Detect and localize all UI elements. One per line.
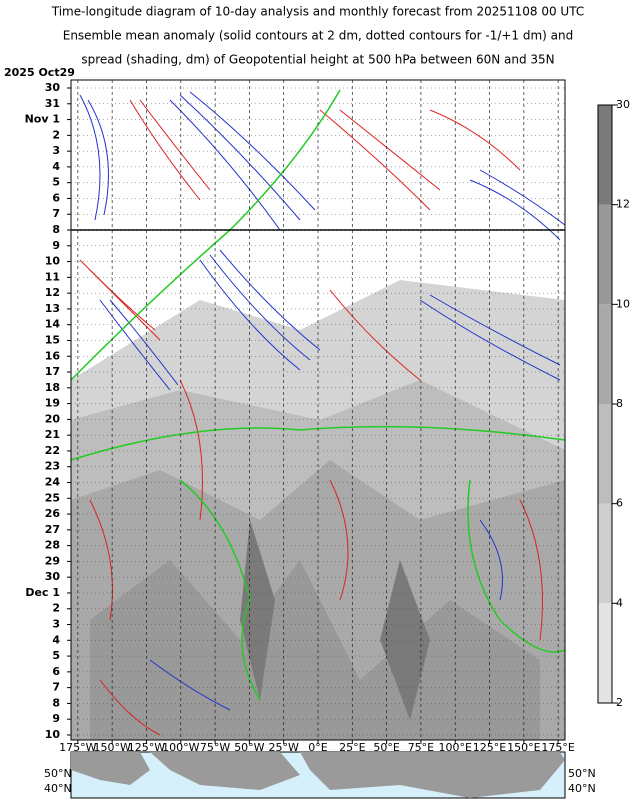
- x-tick-label: 175°E: [541, 741, 574, 754]
- y-tick-label: 14: [45, 318, 61, 331]
- colorbar-label: 4: [616, 596, 623, 609]
- y-tick-label: 2: [52, 128, 60, 141]
- y-tick-label: 9: [52, 239, 60, 252]
- y-tick-label: 8: [52, 223, 60, 236]
- y-tick-label: 6: [52, 665, 60, 678]
- y-tick-label: 6: [52, 191, 60, 204]
- y-tick-label: 18: [45, 381, 60, 394]
- title-line: spread (shading, dm) of Geopotential hei…: [81, 53, 554, 67]
- y-tick-label: 10: [45, 255, 61, 268]
- map: [70, 751, 566, 799]
- y-tick-label: 5: [52, 649, 60, 662]
- y-tick-label: 27: [45, 523, 60, 536]
- colorbar-label: 8: [616, 397, 623, 410]
- y-tick-label: 16: [45, 349, 61, 362]
- y-tick-label: 23: [45, 460, 60, 473]
- x-tick-label: 75°W: [200, 741, 230, 754]
- y-tick-label: 7: [52, 681, 60, 694]
- map-lat-label: 40°N: [44, 782, 72, 795]
- x-tick-label: 50°E: [373, 741, 399, 754]
- colorbar-band: [598, 105, 612, 205]
- x-tick-label: 100°W: [162, 741, 199, 754]
- colorbar-band: [598, 404, 612, 504]
- y-tick-label: 15: [45, 333, 60, 346]
- y-tick-label: 12: [45, 286, 60, 299]
- y-tick-label: 25: [45, 491, 60, 504]
- y-tick-label: 3: [52, 618, 60, 631]
- colorbar-band: [598, 503, 612, 604]
- colorbar-label: 2: [616, 696, 623, 709]
- title-line: Ensemble mean anomaly (solid contours at…: [63, 29, 574, 43]
- x-tick-label: 175°W: [59, 741, 96, 754]
- y-tick-label: 28: [45, 539, 60, 552]
- y-tick-label: 7: [52, 207, 60, 220]
- y-tick-label: 17: [45, 365, 60, 378]
- x-tick-label: 100°E: [438, 741, 471, 754]
- y-tick-label: 21: [45, 428, 60, 441]
- colorbar-label: 10: [616, 297, 630, 310]
- y-tick-label: 31: [45, 97, 60, 110]
- map-lat-label: 40°N: [568, 782, 596, 795]
- y-tick-label: 5: [52, 176, 60, 189]
- y-tick-label: Dec 1: [25, 586, 60, 599]
- x-tick-label: 75°E: [408, 741, 434, 754]
- y-tick-label: 4: [52, 633, 60, 646]
- x-tick-label: 50°W: [234, 741, 264, 754]
- y-tick-label: 10: [45, 728, 61, 741]
- title-line: Time-longitude diagram of 10-day analysi…: [51, 5, 584, 19]
- start-date-label: 2025 Oct29: [4, 66, 75, 79]
- colorbar-band: [598, 304, 612, 404]
- colorbar-label: 12: [616, 198, 630, 211]
- contours: [70, 89, 566, 736]
- x-tick-label: 25°E: [339, 741, 365, 754]
- x-tick-label: 150°W: [93, 741, 130, 754]
- y-tick-label: 22: [45, 444, 60, 457]
- y-tick-label: 29: [45, 554, 60, 567]
- x-tick-label: 25°W: [269, 741, 299, 754]
- y-tick-label: 8: [52, 696, 60, 709]
- y-tick-label: 30: [45, 570, 61, 583]
- y-tick-label: 2: [52, 602, 60, 615]
- y-tick-label: 30: [45, 81, 61, 94]
- x-tick-label: 0°E: [308, 741, 327, 754]
- colorbar-label: 6: [616, 497, 623, 510]
- y-tick-label: 20: [45, 412, 61, 425]
- x-tick-label: 150°E: [507, 741, 540, 754]
- map-lat-label: 50°N: [44, 767, 72, 780]
- y-tick-label: 3: [52, 144, 60, 157]
- map-lat-label: 50°N: [568, 767, 596, 780]
- colorbar-band: [598, 603, 612, 703]
- y-tick-label: 4: [52, 160, 60, 173]
- colorbar-label: 30: [616, 98, 630, 111]
- y-tick-label: 26: [45, 507, 61, 520]
- y-tick-label: 24: [45, 476, 61, 489]
- x-tick-label: 125°E: [473, 741, 506, 754]
- y-tick-label: 13: [45, 302, 60, 315]
- x-tick-label: 125°W: [128, 741, 165, 754]
- y-tick-label: 9: [52, 712, 60, 725]
- y-tick-label: 11: [45, 270, 60, 283]
- y-tick-label: 19: [45, 397, 60, 410]
- y-tick-label: Nov 1: [25, 113, 60, 126]
- colorbar-band: [598, 204, 612, 305]
